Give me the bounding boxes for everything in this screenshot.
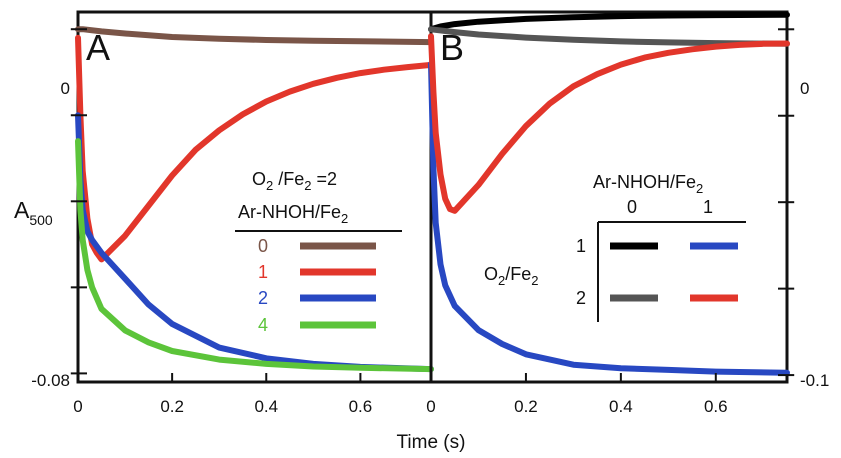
panel-a-legend: O2 /Fe2 =2 Ar-NHOH/Fe2 0 1 2 4 [235, 169, 402, 335]
panel-a-series-line-1 [75, 34, 434, 263]
panel-b-frame [429, 10, 789, 384]
panel-b-series-line-2 [428, 60, 790, 376]
legend-b-row-2: 2 [576, 288, 586, 308]
legend-a-label-0: 0 [258, 236, 268, 256]
panel-b-xtick-label-2: 0.4 [609, 397, 633, 416]
panel-a-xtick-label-2: 0.4 [254, 397, 278, 416]
x-axis-title: Time (s) [397, 432, 466, 453]
panel-a-xtick-label-0: 0 [73, 397, 82, 416]
legend-a-title-line1: O2 /Fe2 =2 [252, 169, 337, 193]
panel-a-xtick-label-1: 0.2 [160, 397, 184, 416]
panel-b-ytick-min: -0.1 [800, 371, 829, 390]
legend-b-col-0: 0 [627, 197, 637, 217]
panel-b-series-line-3 [428, 33, 790, 214]
panel-a-ytick-min: -0.08 [31, 371, 70, 390]
legend-a-label-4: 4 [258, 315, 268, 335]
panel-a: 0 0.2 0.4 0.6 A 0 -0.08 A500 O2 /Fe2 =2 Ar-… [14, 10, 434, 416]
panel-a-series-line-0 [75, 26, 434, 46]
panel-b-xtick-label-0: 0 [426, 397, 435, 416]
panel-a-series-line-3 [75, 138, 434, 373]
panel-b-series [428, 11, 790, 376]
legend-b-col-header: Ar-NHOH/Fe2 [593, 172, 703, 196]
legend-a-label-2: 2 [258, 288, 268, 308]
panel-a-series [75, 26, 434, 373]
panel-a-ytick-0: 0 [61, 79, 70, 98]
panel-b-ticks: 0 0.2 0.4 0.6 [426, 28, 795, 416]
legend-b-row-1: 1 [576, 236, 586, 256]
panel-a-ticks: 0 0.2 0.4 0.6 [70, 28, 373, 416]
panel-a-xtick-label-3: 0.6 [349, 397, 373, 416]
panel-b: 0 0.2 0.4 0.6 B 0 -0.1 Ar-NHOH/Fe2 0 1 1 2 … [426, 10, 829, 416]
legend-b-col-1: 1 [703, 197, 713, 217]
panel-b-series-line-1 [428, 26, 790, 47]
panel-b-ytick-0: 0 [800, 79, 809, 98]
legend-a-title-line2: Ar-NHOH/Fe2 [238, 202, 348, 226]
panel-a-letter: A [86, 27, 110, 68]
panel-a-frame [76, 10, 433, 384]
panel-b-legend: Ar-NHOH/Fe2 0 1 1 2 O2/Fe2 [484, 172, 746, 322]
panel-b-xtick-label-1: 0.2 [514, 397, 538, 416]
panel-b-series-line-0 [428, 11, 790, 33]
panel-b-letter: B [440, 27, 464, 68]
panel-b-xtick-label-3: 0.6 [704, 397, 728, 416]
y-axis-title: A500 [14, 197, 53, 228]
legend-a-label-1: 1 [258, 262, 268, 282]
legend-b-row-header: O2/Fe2 [484, 264, 539, 288]
